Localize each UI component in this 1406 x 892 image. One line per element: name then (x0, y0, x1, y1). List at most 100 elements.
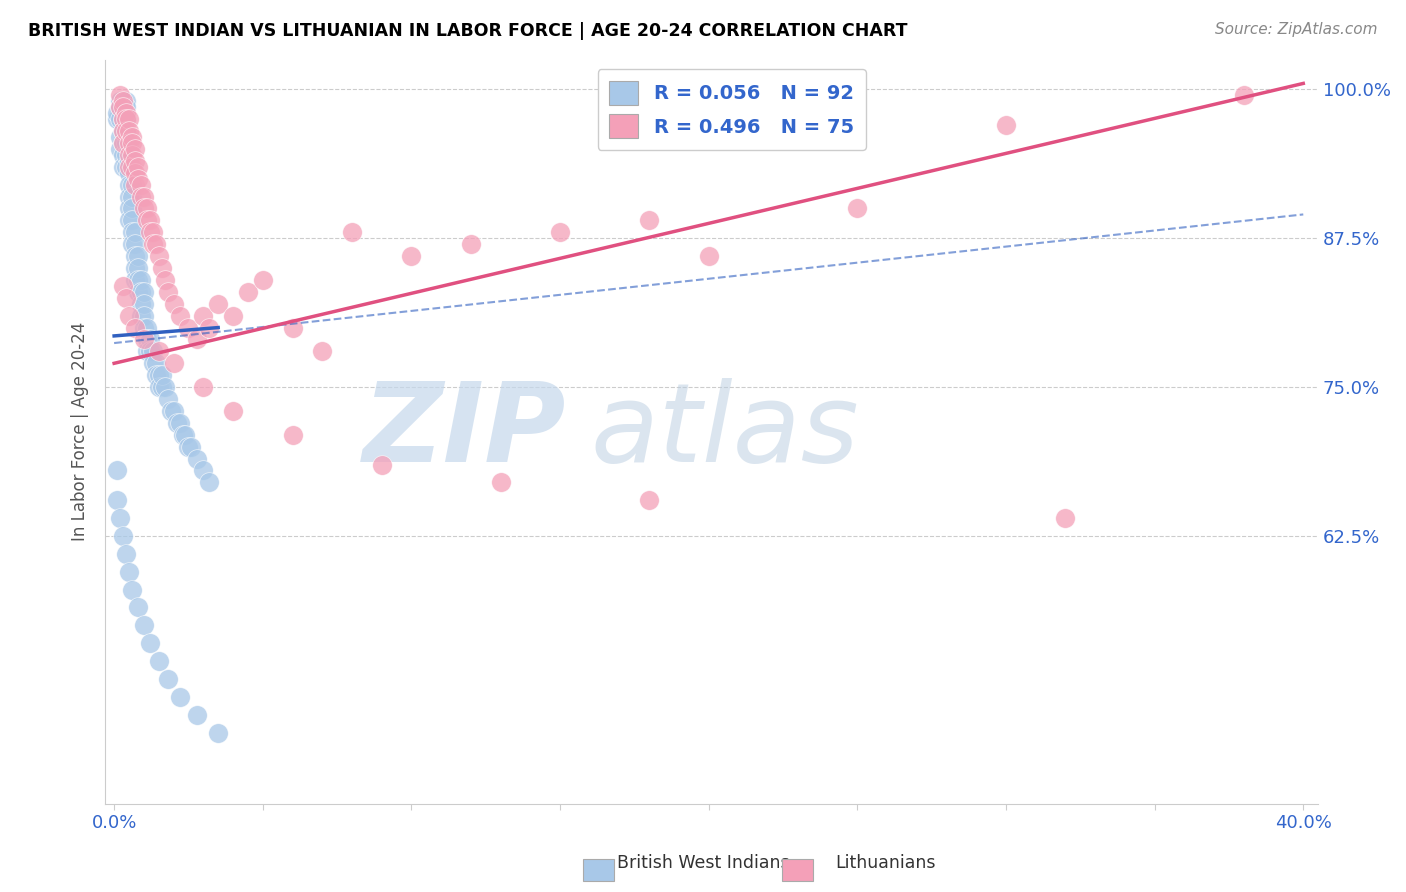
Point (132, 309, 155, 323)
Point (156, 392, 179, 406)
Point (281, 320, 304, 334)
Point (112, 100, 135, 114)
Point (108, 112, 131, 127)
Point (198, 475, 221, 490)
Point (174, 427, 197, 442)
Point (121, 130, 143, 145)
Point (121, 202, 143, 216)
Point (115, 160, 138, 174)
Point (112, 529, 135, 543)
Point (135, 333, 157, 347)
Point (129, 309, 152, 323)
Point (153, 380, 176, 394)
Point (105, 493, 128, 508)
Point (121, 148, 143, 162)
Point (198, 320, 221, 334)
Point (112, 136, 135, 150)
Point (124, 237, 146, 252)
Point (112, 148, 135, 162)
Point (401, 249, 423, 263)
Point (121, 160, 143, 174)
Point (118, 213, 141, 227)
Point (135, 213, 157, 227)
Point (108, 100, 131, 114)
Point (112, 95, 135, 109)
Point (142, 356, 165, 370)
Point (159, 404, 181, 418)
Point (121, 225, 143, 239)
Point (118, 112, 141, 127)
Point (145, 237, 167, 252)
Point (118, 142, 141, 156)
Point (148, 654, 170, 668)
Point (115, 291, 138, 305)
Point (1233, 88, 1256, 103)
Point (124, 153, 146, 168)
Point (162, 404, 184, 418)
Point (153, 273, 176, 287)
Point (638, 213, 661, 227)
Point (129, 297, 152, 311)
Point (340, 225, 363, 239)
Point (129, 178, 152, 192)
Point (148, 380, 170, 394)
Point (118, 124, 141, 138)
Point (108, 511, 131, 525)
Text: Source: ZipAtlas.com: Source: ZipAtlas.com (1215, 22, 1378, 37)
Text: British West Indians: British West Indians (617, 855, 789, 872)
Point (112, 112, 135, 127)
Point (311, 344, 333, 359)
Point (129, 189, 152, 203)
Point (207, 725, 229, 739)
Point (177, 320, 200, 334)
Point (638, 493, 661, 508)
Point (193, 309, 215, 323)
Text: atlas: atlas (591, 378, 859, 485)
Point (169, 309, 191, 323)
Point (162, 356, 184, 370)
Point (236, 285, 259, 299)
Point (127, 171, 149, 186)
Point (169, 690, 191, 704)
Point (124, 249, 146, 263)
Point (124, 166, 146, 180)
Point (115, 124, 138, 138)
Point (127, 260, 149, 275)
Point (846, 202, 869, 216)
Point (697, 249, 720, 263)
Point (127, 285, 149, 299)
Point (166, 416, 188, 430)
Point (124, 178, 146, 192)
Point (112, 160, 135, 174)
Point (115, 124, 138, 138)
Point (118, 136, 141, 150)
Point (118, 309, 141, 323)
Point (132, 297, 155, 311)
Point (121, 582, 143, 597)
Point (127, 160, 149, 174)
Point (994, 118, 1017, 132)
Point (142, 344, 165, 359)
Point (139, 344, 162, 359)
Point (129, 285, 152, 299)
Point (370, 458, 392, 472)
Point (112, 95, 135, 109)
Point (207, 297, 229, 311)
Point (139, 333, 162, 347)
Point (186, 333, 208, 347)
Point (139, 225, 162, 239)
Point (150, 368, 173, 383)
Point (1054, 511, 1077, 525)
Point (118, 166, 141, 180)
Point (124, 142, 146, 156)
Point (150, 260, 173, 275)
Point (115, 112, 138, 127)
Point (145, 368, 167, 383)
Point (145, 356, 167, 370)
Point (118, 189, 141, 203)
Point (548, 225, 571, 239)
Point (118, 202, 141, 216)
Legend: R = 0.056   N = 92, R = 0.496   N = 75: R = 0.056 N = 92, R = 0.496 N = 75 (598, 70, 866, 150)
Point (108, 142, 131, 156)
Point (142, 237, 165, 252)
